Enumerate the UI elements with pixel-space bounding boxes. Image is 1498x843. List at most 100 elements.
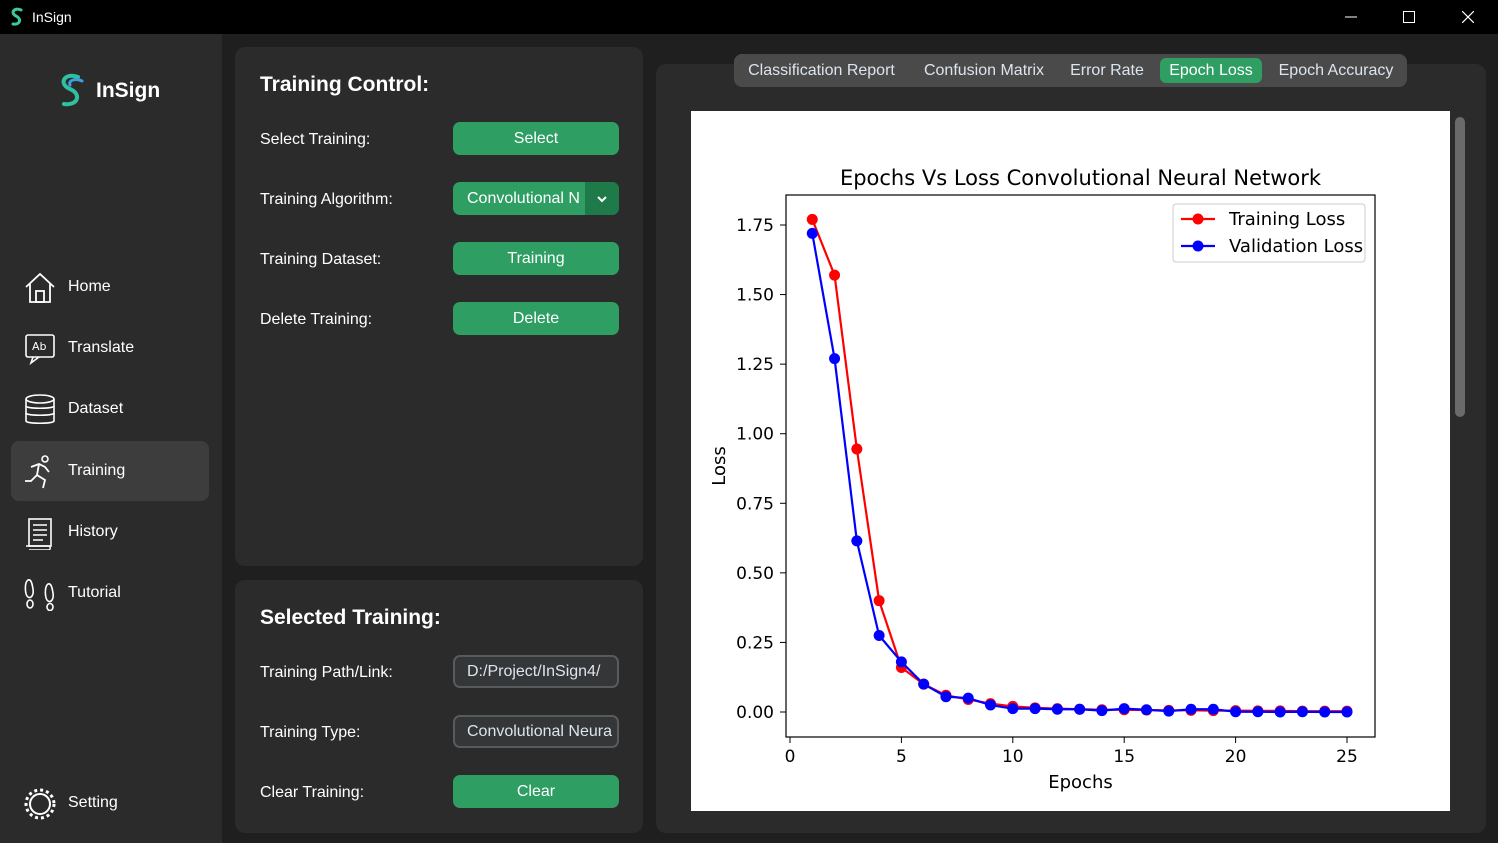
y-tick-label: 1.00	[736, 425, 774, 445]
chevron-down-icon[interactable]	[585, 182, 619, 215]
tab-error-rate[interactable]: Error Rate	[1070, 61, 1144, 79]
data-point	[873, 629, 885, 641]
x-tick-label: 0	[785, 747, 796, 767]
gear-icon	[24, 788, 56, 820]
x-tick-label: 20	[1225, 747, 1247, 767]
data-point	[985, 699, 997, 711]
x-tick-label: 15	[1113, 747, 1135, 767]
data-point	[851, 443, 863, 455]
app-logo-icon	[11, 7, 23, 26]
delete-training-button[interactable]: Delete	[453, 302, 619, 335]
data-point	[918, 678, 930, 690]
data-point	[1074, 703, 1086, 715]
data-point	[851, 535, 863, 547]
plot-frame	[785, 194, 1376, 738]
training-path-field[interactable]: D:/Project/InSign4/	[453, 655, 619, 688]
data-point	[940, 691, 952, 703]
sidebar-item-home[interactable]: Home	[11, 257, 209, 317]
translate-icon: Ab	[25, 334, 55, 366]
data-point	[962, 692, 974, 704]
window-title: InSign	[32, 9, 72, 25]
sidebar-item-label: Dataset	[68, 400, 124, 417]
training-type-label: Training Type:	[260, 724, 361, 741]
data-point	[1230, 706, 1242, 718]
scrollbar[interactable]	[1455, 117, 1465, 417]
training-dataset-button[interactable]: Training	[453, 242, 619, 275]
maximize-icon	[1403, 11, 1415, 23]
tab-epoch-loss[interactable]: Epoch Loss	[1160, 58, 1262, 83]
scroll-icon	[26, 518, 52, 550]
select-training-button[interactable]: Select	[453, 122, 619, 155]
x-axis-label: Epochs	[1048, 772, 1113, 793]
y-axis-label: Loss	[709, 446, 730, 485]
data-point	[1185, 703, 1197, 715]
data-point	[1051, 703, 1063, 715]
data-point	[1252, 706, 1264, 718]
close-button[interactable]	[1439, 0, 1497, 34]
data-point	[895, 656, 907, 668]
x-tick-label: 10	[1002, 747, 1024, 767]
data-point	[829, 353, 841, 365]
selected-training-panel: Selected Training: Training Path/Link: D…	[235, 580, 643, 833]
tab-confusion-matrix[interactable]: Confusion Matrix	[923, 61, 1045, 79]
sidebar-item-dataset[interactable]: Dataset	[11, 379, 209, 439]
database-icon	[25, 394, 55, 425]
sidebar-item-tutorial[interactable]: Tutorial	[11, 563, 209, 623]
y-tick-label: 0.00	[736, 703, 774, 723]
data-point	[1096, 705, 1108, 717]
svg-text:Ab: Ab	[32, 340, 47, 353]
series-line-0	[811, 219, 1347, 713]
y-tick-label: 1.50	[736, 286, 774, 306]
footprints-icon	[24, 579, 54, 611]
data-point	[1341, 706, 1353, 718]
data-point	[806, 213, 818, 225]
minimize-button[interactable]	[1322, 0, 1380, 34]
sidebar-item-label: Home	[68, 278, 111, 295]
legend-marker	[1192, 213, 1204, 225]
maximize-button[interactable]	[1380, 0, 1438, 34]
delete-training-label: Delete Training:	[260, 311, 373, 328]
data-point	[1319, 706, 1331, 718]
y-tick-label: 0.50	[736, 564, 774, 584]
clear-training-button[interactable]: Clear	[453, 775, 619, 808]
home-icon	[25, 272, 55, 303]
data-point	[1140, 704, 1152, 716]
tab-classification-report[interactable]: Classification Report	[748, 61, 895, 79]
insign-logo-icon	[61, 73, 84, 107]
title-bar: InSign	[0, 0, 1498, 34]
epoch-loss-chart: Epochs Vs Loss Convolutional Neural Netw…	[709, 166, 1376, 793]
legend-box	[1172, 203, 1366, 263]
training-type-field[interactable]: Convolutional Neura	[453, 715, 619, 748]
logo-text: InSign	[96, 79, 161, 102]
running-icon	[25, 455, 50, 489]
logo: InSign	[56, 72, 160, 110]
chart-canvas: Epochs Vs Loss Convolutional Neural Netw…	[691, 111, 1450, 811]
sidebar-item-label: Training	[68, 462, 126, 479]
sidebar: InSign Home Ab Translate Dataset	[0, 34, 222, 843]
results-tabview: Classification Report Confusion Matrix E…	[734, 54, 1407, 87]
sidebar-item-setting[interactable]: Setting	[11, 773, 209, 833]
data-point	[1274, 706, 1286, 718]
y-tick-label: 1.75	[736, 216, 774, 236]
legend-label: Training Loss	[1228, 209, 1345, 230]
x-tick-label: 5	[896, 747, 907, 767]
training-path-label: Training Path/Link:	[260, 664, 393, 681]
close-icon	[1462, 11, 1474, 23]
y-tick-label: 0.25	[736, 633, 774, 653]
x-tick-label: 25	[1336, 747, 1358, 767]
training-algorithm-dropdown[interactable]: Convolutional N	[453, 182, 619, 215]
data-point	[1118, 703, 1130, 715]
sidebar-item-training[interactable]: Training	[11, 441, 209, 501]
sidebar-item-translate[interactable]: Ab Translate	[11, 318, 209, 378]
tab-epoch-accuracy[interactable]: Epoch Accuracy	[1278, 61, 1394, 79]
data-point	[1029, 703, 1041, 715]
panel-title: Selected Training:	[260, 606, 441, 629]
legend-label: Validation Loss	[1229, 236, 1363, 257]
data-point	[806, 227, 818, 239]
sidebar-item-history[interactable]: History	[11, 502, 209, 562]
data-point	[829, 269, 841, 281]
data-point	[873, 595, 885, 607]
legend-marker	[1192, 240, 1204, 252]
sidebar-item-label: Tutorial	[68, 584, 121, 601]
y-tick-label: 1.25	[736, 355, 774, 375]
